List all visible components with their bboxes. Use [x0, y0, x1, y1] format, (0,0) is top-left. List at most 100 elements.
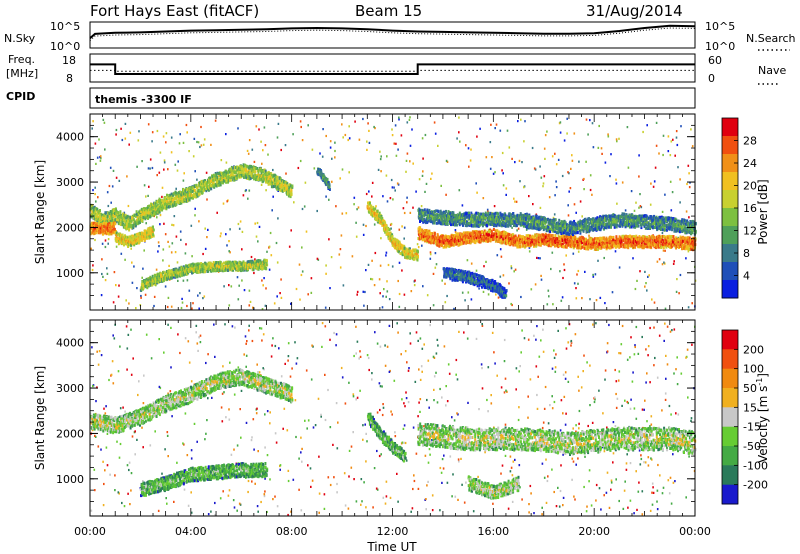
power-speckle — [644, 270, 646, 273]
power-speckle — [531, 146, 534, 150]
power-speckle — [362, 117, 364, 121]
power-speckle — [202, 252, 204, 256]
power-echo — [225, 174, 227, 177]
power-speckle — [99, 155, 102, 158]
power-speckle — [328, 198, 330, 201]
power-speckle — [272, 195, 274, 198]
power-speckle — [200, 144, 203, 147]
power-echo — [251, 166, 254, 170]
power-speckle — [172, 224, 175, 227]
power-speckle — [597, 259, 599, 262]
power-speckle — [649, 203, 652, 206]
power-speckle — [237, 127, 239, 130]
power-speckle — [479, 127, 481, 130]
power-speckle — [256, 221, 259, 225]
power-speckle — [373, 223, 376, 226]
power-speckle — [172, 276, 175, 279]
power-echo — [227, 173, 230, 177]
power-echo — [328, 183, 331, 186]
power-speckle — [151, 166, 154, 170]
power-speckle — [688, 216, 690, 219]
power-speckle — [368, 190, 370, 193]
power-speckle — [141, 160, 143, 163]
power-speckle — [179, 230, 182, 233]
power-speckle — [583, 177, 585, 181]
power-speckle — [536, 256, 538, 259]
power-echo — [488, 233, 490, 237]
power-echo — [147, 205, 150, 208]
power-speckle — [159, 223, 161, 226]
power-speckle — [128, 302, 130, 305]
power-echo — [198, 181, 201, 185]
power-speckle — [262, 149, 264, 152]
power-speckle — [565, 254, 567, 257]
power-speckle — [523, 140, 525, 143]
power-speckle — [386, 290, 389, 293]
power-speckle — [342, 136, 344, 139]
power-speckle — [191, 255, 193, 258]
power-speckle — [579, 200, 582, 203]
power-echo — [200, 182, 203, 185]
power-speckle — [145, 222, 147, 225]
power-speckle — [429, 253, 432, 256]
power-echo — [125, 219, 128, 223]
power-speckle — [679, 178, 681, 181]
power-speckle — [310, 277, 313, 280]
power-echo — [229, 170, 232, 174]
power-speckle — [403, 211, 406, 215]
power-speckle — [313, 167, 316, 170]
power-speckle — [517, 227, 520, 230]
power-echo — [260, 171, 263, 175]
power-speckle — [654, 166, 657, 169]
power-speckle — [502, 184, 505, 187]
power-speckle — [496, 254, 499, 257]
power-speckle — [186, 279, 189, 282]
power-speckle — [573, 203, 576, 206]
power-speckle — [432, 272, 435, 275]
power-echo — [188, 194, 191, 198]
power-echo — [164, 199, 167, 203]
power-speckle — [100, 294, 103, 297]
power-speckle — [505, 193, 507, 196]
power-echo — [106, 225, 109, 229]
power-speckle — [111, 185, 114, 188]
power-echo — [114, 218, 117, 222]
power-speckle — [153, 295, 156, 298]
power-speckle — [604, 161, 607, 164]
power-speckle — [197, 294, 199, 297]
power-echo — [231, 176, 234, 180]
power-speckle — [559, 121, 562, 124]
power-speckle — [138, 130, 140, 133]
power-speckle — [239, 220, 242, 223]
power-speckle — [290, 302, 292, 305]
power-echo — [190, 192, 193, 196]
power-echo — [104, 211, 107, 215]
power-echo — [166, 193, 168, 197]
power-echo — [265, 177, 268, 181]
power-echo — [227, 177, 230, 181]
power-speckle — [182, 179, 185, 182]
power-speckle — [362, 290, 365, 293]
power-speckle — [301, 207, 304, 211]
power-speckle — [516, 229, 518, 232]
power-speckle — [510, 267, 513, 270]
power-speckle — [163, 168, 165, 171]
power-speckle — [341, 212, 344, 215]
power-echo — [165, 202, 168, 206]
power-speckle — [163, 159, 166, 162]
power-echo — [122, 213, 124, 217]
power-speckle — [482, 290, 485, 293]
power-echo — [149, 215, 152, 219]
power-speckle — [515, 200, 518, 203]
power-speckle — [588, 234, 590, 237]
power-speckle — [440, 184, 442, 187]
power-speckle — [280, 148, 282, 152]
power-speckle — [386, 280, 388, 283]
power-echo — [464, 231, 467, 235]
power-speckle — [403, 293, 406, 296]
power-echo — [219, 183, 222, 187]
power-echo — [241, 165, 244, 169]
power-echo — [112, 230, 115, 234]
power-echo — [170, 192, 173, 196]
power-speckle — [434, 252, 437, 255]
